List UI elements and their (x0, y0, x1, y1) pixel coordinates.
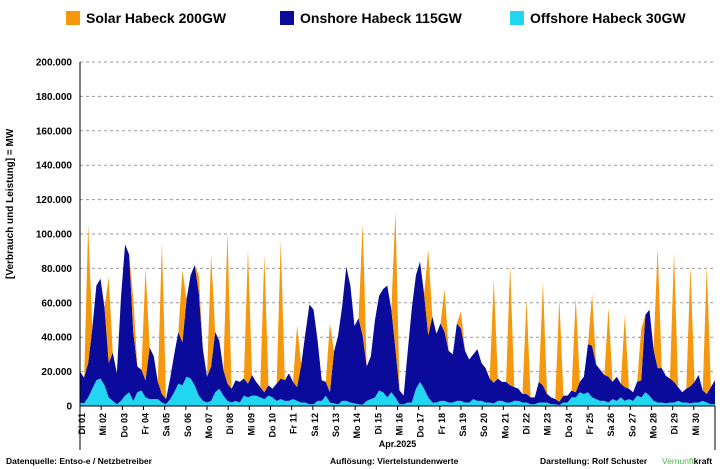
legend-label-offshore: Offshore Habeck 30GW (530, 10, 686, 26)
y-tick-label: 200.000 (36, 58, 73, 69)
legend-swatch-offshore (510, 11, 524, 25)
x-tick-label: Sa 26 (606, 413, 616, 437)
x-tick-label: Sa 19 (458, 413, 468, 437)
brand-vernunft: Vernunft (662, 456, 694, 466)
y-tick-label: 80.000 (41, 264, 72, 275)
x-tick-label: Fr 18 (437, 413, 447, 435)
y-axis-label: [Verbrauch und Leistung] = MW (5, 128, 16, 279)
legend-label-onshore: Onshore Habeck 115GW (300, 10, 462, 26)
y-tick-label: 40.000 (41, 333, 72, 344)
legend-swatch-onshore (280, 11, 294, 25)
footer-resolution: Auflösung: Viertelstundenwerte (330, 456, 459, 466)
legend-item-onshore: Onshore Habeck 115GW (280, 10, 462, 26)
x-axis-group-label: Apr.2025 (378, 439, 417, 449)
x-tick-label: Fr 04 (141, 413, 151, 435)
y-tick-label: 160.000 (36, 126, 73, 137)
brand-kraft: kraft (693, 456, 713, 466)
series-area (80, 244, 715, 406)
legend: Solar Habeck 200GW Onshore Habeck 115GW … (0, 8, 722, 32)
y-tick-label: 20.000 (41, 367, 72, 378)
x-tick-label: Mi 23 (543, 413, 553, 436)
x-tick-label: Sa 12 (310, 413, 320, 437)
x-tick-label: So 06 (183, 413, 193, 437)
legend-swatch-solar (66, 11, 80, 25)
x-tick-label: Mo 14 (352, 413, 362, 439)
x-tick-label: Di 08 (225, 413, 235, 435)
x-tick-label: Mi 30 (691, 413, 701, 436)
x-tick-label: Do 17 (416, 413, 426, 438)
y-tick-label: 60.000 (41, 298, 72, 309)
x-tick-label: Mo 21 (500, 413, 510, 439)
x-tick-label: Mi 16 (395, 413, 405, 436)
x-tick-label: Do 24 (564, 413, 574, 438)
legend-label-solar: Solar Habeck 200GW (86, 10, 227, 26)
x-tick-label: So 27 (627, 413, 637, 437)
legend-item-offshore: Offshore Habeck 30GW (510, 10, 686, 26)
x-tick-label: Sa 05 (162, 413, 172, 437)
footer-source: Datenquelle: Entso-e / Netzbetreiber (6, 456, 152, 466)
x-tick-label: So 20 (479, 413, 489, 437)
x-tick-label: Di 15 (373, 413, 383, 435)
x-tick-label: Mi 09 (246, 413, 256, 436)
y-tick-label: 120.000 (36, 195, 73, 206)
y-tick-label: 100.000 (36, 230, 73, 241)
y-tick-label: 140.000 (36, 161, 73, 172)
series-area (80, 376, 715, 406)
series-area (80, 211, 715, 402)
x-tick-label: Do 03 (119, 413, 129, 438)
x-tick-label: So 13 (331, 413, 341, 437)
y-tick-label: 180.000 (36, 92, 73, 103)
x-tick-label: Fr 25 (585, 413, 595, 435)
x-tick-label: Mo 07 (204, 413, 214, 439)
footer-author: Darstellung: Rolf Schuster (540, 456, 648, 466)
x-tick-label: Do 10 (268, 413, 278, 438)
x-tick-label: Di 01 (77, 413, 87, 435)
y-tick-label: 0 (66, 402, 72, 413)
x-tick-label: Di 29 (670, 413, 680, 435)
legend-item-solar: Solar Habeck 200GW (66, 10, 226, 26)
x-tick-label: Mi 02 (98, 413, 108, 436)
x-tick-label: Mo 28 (649, 413, 659, 439)
footer-brand: Vernunftkraft (662, 456, 712, 466)
x-tick-label: Di 22 (522, 413, 532, 435)
x-tick-label: Fr 11 (289, 413, 299, 434)
